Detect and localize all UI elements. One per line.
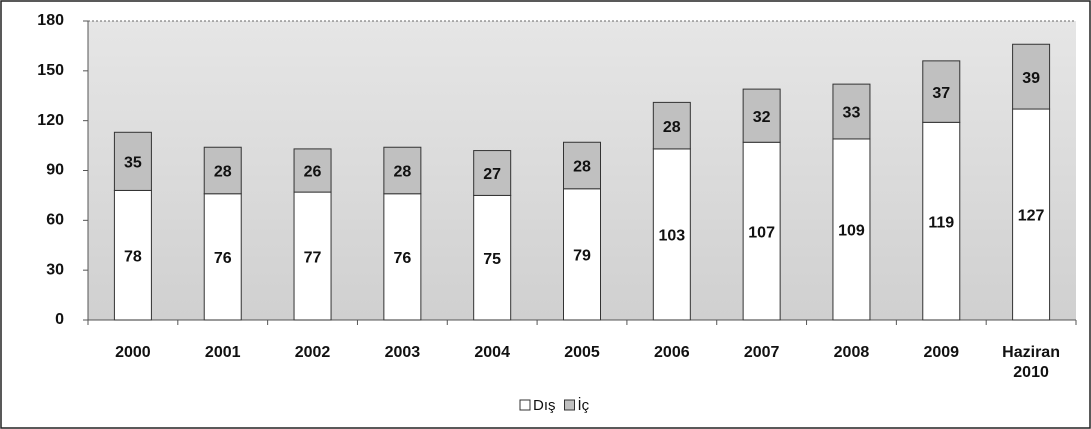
value-label: 127 [1018,208,1045,225]
bar-segment [293,148,332,193]
legend-swatch [519,399,531,411]
bar-segment [922,121,961,321]
value-label: 28 [663,119,681,136]
y-tick-label: 0 [55,311,64,328]
bar-segment [742,141,781,321]
value-label: 39 [1022,70,1040,87]
legend-label: İç [578,396,590,414]
x-tick-label: 2003 [384,344,421,361]
bar-segment [1012,43,1051,110]
x-tick-label: 2009 [923,344,960,361]
bar-segment [383,146,422,195]
value-label: 76 [393,250,411,267]
x-tick-label: 2001 [204,344,241,361]
bar-segment [832,83,871,140]
x-tick-label: 2000 [115,344,151,361]
x-tick-label: Haziran 2010 [1002,344,1060,381]
bar-segment [832,138,871,321]
value-label: 26 [304,164,322,181]
value-label: 32 [753,109,771,126]
value-label: 28 [573,159,591,176]
value-label: 28 [393,164,411,181]
value-label: 77 [304,249,322,266]
bar-segment [473,150,512,196]
x-tick-label: 2006 [654,344,690,361]
legend-swatch [564,399,575,411]
y-tick-label: 90 [46,162,64,179]
y-tick-label: 150 [37,62,64,79]
legend-label: Dış [533,397,556,414]
y-tick-label: 60 [46,212,64,229]
x-tick-label: 2007 [743,344,780,361]
bar-segment [383,193,422,321]
x-tick-label: 2004 [474,344,510,361]
value-label: 76 [214,250,232,267]
value-label: 78 [124,248,142,265]
y-tick-label: 120 [37,112,64,129]
bar-segment [293,191,332,321]
bar-segment [113,131,152,191]
bar-segment [563,141,601,190]
bar-segment [652,101,691,150]
bar-segment [742,88,781,143]
bar-segment [203,193,242,321]
value-label: 28 [214,164,232,181]
bar-segment [203,146,242,195]
y-tick-label: 30 [46,261,64,278]
value-label: 33 [843,105,861,122]
bar-segment [1012,108,1051,321]
bar-segment [563,188,601,321]
value-label: 75 [483,251,501,268]
x-tick-label: 2005 [564,344,600,361]
value-label: 35 [124,155,142,172]
bar-segment [473,194,512,321]
x-tick-label: 2002 [294,344,331,361]
x-tick-label: 2008 [833,344,870,361]
value-label: 103 [658,228,685,245]
value-label: 27 [483,166,501,183]
value-label: 107 [748,224,775,241]
value-label: 109 [838,223,865,240]
value-label: 37 [932,85,950,102]
y-tick-label: 180 [37,12,64,29]
value-label: 79 [573,248,591,265]
bar-segment [652,148,691,321]
bar-segment [113,189,152,321]
value-label: 119 [928,214,954,231]
bar-segment [922,60,961,123]
